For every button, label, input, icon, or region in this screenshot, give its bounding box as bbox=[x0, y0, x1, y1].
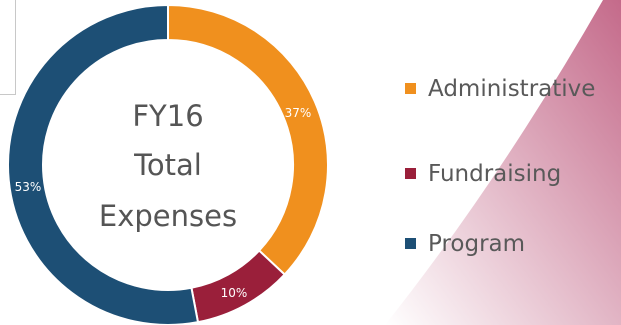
left-frame-vertical bbox=[15, 0, 16, 95]
donut-chart bbox=[7, 3, 329, 325]
slice-program bbox=[7, 3, 200, 325]
legend-label-administrative: Administrative bbox=[428, 76, 595, 102]
center-title: FY16 Total Expenses bbox=[99, 99, 237, 233]
slice-label-program: 53% bbox=[15, 180, 42, 194]
decorative-gradient-panel bbox=[385, 0, 621, 325]
legend-swatch-administrative bbox=[405, 83, 416, 94]
legend-swatch-program bbox=[405, 238, 416, 249]
legend-label-fundraising: Fundraising bbox=[428, 161, 561, 187]
center-title-line-2: Total bbox=[133, 148, 202, 182]
slice-administrative bbox=[167, 3, 329, 276]
legend: Administrative Fundraising Program bbox=[405, 76, 595, 257]
slice-label-fundraising: 10% bbox=[221, 286, 248, 300]
center-title-line-1: FY16 bbox=[132, 99, 203, 133]
slice-label-administrative: 37% bbox=[285, 106, 312, 120]
legend-swatch-fundraising bbox=[405, 168, 416, 179]
center-title-line-3: Expenses bbox=[99, 199, 237, 233]
legend-label-program: Program bbox=[428, 231, 525, 257]
left-frame-horizontal bbox=[0, 94, 16, 95]
slice-labels: 37% 10% 53% bbox=[15, 106, 312, 300]
